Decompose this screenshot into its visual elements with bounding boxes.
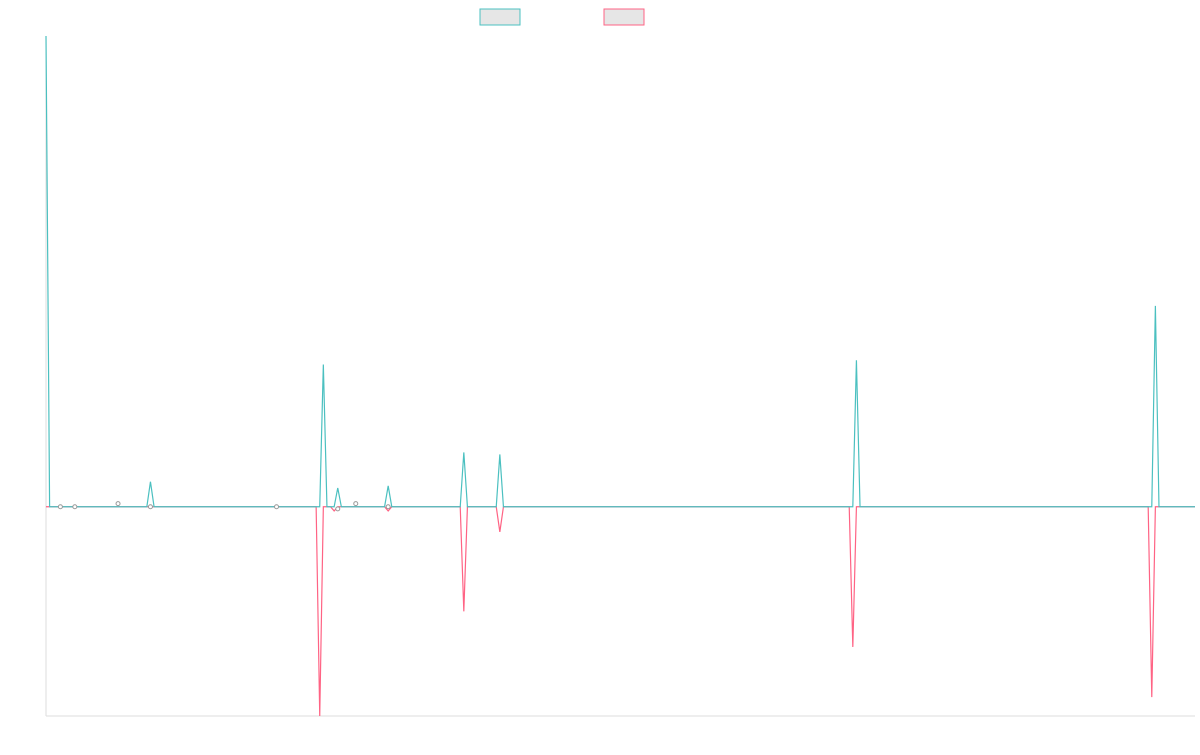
legend-swatch-series-a[interactable] — [479, 8, 521, 26]
data-point-marker[interactable] — [72, 504, 78, 510]
legend[interactable] — [479, 8, 645, 26]
data-point-marker[interactable] — [115, 501, 121, 507]
data-point-marker[interactable] — [353, 501, 359, 507]
axes — [45, 36, 1195, 717]
data-point-marker[interactable] — [274, 504, 280, 510]
legend-swatch-series-b[interactable] — [603, 8, 645, 26]
data-point-marker[interactable] — [57, 504, 63, 510]
series-line-b — [46, 506, 1195, 717]
series-line-a — [45, 35, 1195, 508]
data-point-marker[interactable] — [385, 504, 391, 510]
data-point-marker[interactable] — [335, 506, 341, 512]
plot-area — [45, 35, 1195, 717]
data-point-marker[interactable] — [147, 504, 153, 510]
